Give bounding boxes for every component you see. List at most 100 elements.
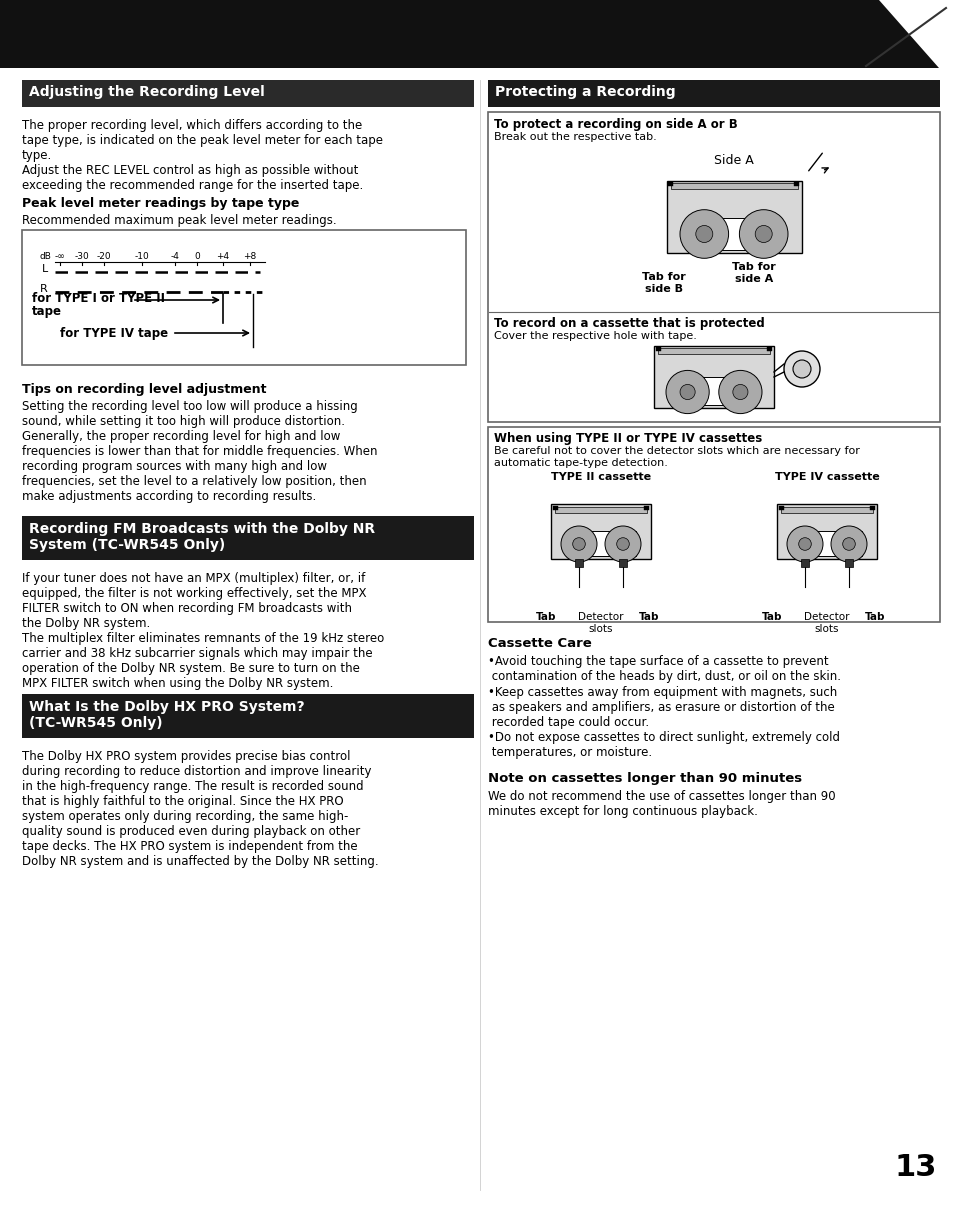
Text: Recording FM Broadcasts with the Dolby NR
System (TC-WR545 Only): Recording FM Broadcasts with the Dolby N… — [29, 522, 375, 553]
Text: If your tuner does not have an MPX (multiplex) filter, or, if
equipped, the filt: If your tuner does not have an MPX (mult… — [22, 572, 384, 690]
Bar — [0, 0, 953, 68]
Circle shape — [841, 538, 855, 550]
Text: What Is the Dolby HX PRO System?
(TC-WR545 Only): What Is the Dolby HX PRO System? (TC-WR5… — [29, 700, 304, 731]
Bar — [781, 507, 872, 513]
Text: Tab for
side A: Tab for side A — [731, 262, 775, 284]
Bar — [22, 80, 474, 107]
Text: Cassette Care: Cassette Care — [488, 637, 591, 650]
Bar — [670, 183, 797, 189]
Circle shape — [679, 384, 695, 399]
Circle shape — [792, 360, 810, 378]
Text: -30: -30 — [74, 252, 90, 262]
Circle shape — [616, 538, 629, 550]
Text: for TYPE I or TYPE II: for TYPE I or TYPE II — [32, 292, 165, 305]
Text: TYPE II cassette: TYPE II cassette — [551, 472, 650, 483]
Text: Recommended maximum peak level meter readings.: Recommended maximum peak level meter rea… — [22, 214, 336, 227]
Text: 13: 13 — [894, 1153, 937, 1183]
Text: +4: +4 — [216, 252, 230, 262]
Bar — [565, 532, 636, 556]
Circle shape — [679, 210, 728, 258]
Circle shape — [755, 226, 771, 242]
Bar — [553, 506, 558, 510]
Bar — [793, 182, 799, 185]
Bar — [776, 503, 876, 559]
Text: tape: tape — [32, 305, 62, 318]
Text: Cover the respective hole with tape.: Cover the respective hole with tape. — [494, 332, 696, 341]
Text: Tips on recording level adjustment: Tips on recording level adjustment — [22, 383, 266, 395]
Text: Tab for
side B: Tab for side B — [641, 271, 685, 293]
Bar — [22, 230, 465, 365]
Bar — [666, 181, 801, 253]
Text: -20: -20 — [96, 252, 112, 262]
Bar — [869, 506, 874, 510]
Text: •Do not expose cassettes to direct sunlight, extremely cold
 temperatures, or mo: •Do not expose cassettes to direct sunli… — [488, 731, 840, 759]
Text: -4: -4 — [171, 252, 179, 262]
Text: To record on a cassette that is protected: To record on a cassette that is protecte… — [494, 317, 764, 330]
Text: L: L — [42, 264, 48, 274]
Bar — [488, 112, 939, 422]
Text: Break out the respective tab.: Break out the respective tab. — [494, 131, 656, 142]
Circle shape — [695, 226, 712, 242]
Text: The proper recording level, which differs according to the
tape type, is indicat: The proper recording level, which differ… — [22, 119, 382, 192]
Text: Note on cassettes longer than 90 minutes: Note on cassettes longer than 90 minutes — [488, 772, 801, 785]
Text: The Dolby HX PRO system provides precise bias control
during recording to reduce: The Dolby HX PRO system provides precise… — [22, 750, 378, 868]
Bar — [643, 506, 648, 510]
Text: Detector
slots: Detector slots — [803, 612, 849, 634]
Circle shape — [739, 210, 787, 258]
Circle shape — [560, 526, 597, 562]
Bar — [801, 559, 808, 567]
Text: We do not recommend the use of cassettes longer than 90
minutes except for long : We do not recommend the use of cassettes… — [488, 790, 835, 818]
Text: R: R — [40, 284, 48, 293]
Bar — [555, 507, 646, 513]
Text: Peak level meter readings by tape type: Peak level meter readings by tape type — [22, 196, 299, 210]
Text: •Avoid touching the tape surface of a cassette to prevent
 contamination of the : •Avoid touching the tape surface of a ca… — [488, 655, 841, 683]
Circle shape — [665, 371, 708, 414]
Circle shape — [786, 526, 822, 562]
Text: for TYPE IV tape: for TYPE IV tape — [60, 327, 168, 340]
Bar — [686, 217, 781, 251]
Bar — [658, 348, 769, 354]
Text: To protect a recording on side A or B: To protect a recording on side A or B — [494, 118, 737, 131]
Text: When using TYPE II or TYPE IV cassettes: When using TYPE II or TYPE IV cassettes — [494, 432, 761, 445]
Bar — [551, 503, 650, 559]
Circle shape — [604, 526, 640, 562]
Polygon shape — [878, 0, 953, 85]
Text: Tab: Tab — [639, 612, 659, 623]
Text: -10: -10 — [134, 252, 150, 262]
Bar — [671, 377, 755, 405]
Text: +8: +8 — [243, 252, 256, 262]
Bar — [844, 559, 852, 567]
Text: Protecting a Recording: Protecting a Recording — [495, 85, 675, 99]
Bar — [656, 348, 660, 351]
Text: TYPE IV cassette: TYPE IV cassette — [774, 472, 879, 483]
Text: Be careful not to cover the detector slots which are necessary for
automatic tap: Be careful not to cover the detector slo… — [494, 446, 859, 468]
Bar — [654, 346, 773, 408]
Circle shape — [798, 538, 810, 550]
Text: 0: 0 — [193, 252, 200, 262]
Circle shape — [830, 526, 866, 562]
Text: Side A: Side A — [714, 154, 753, 167]
Bar — [791, 532, 862, 556]
Bar — [488, 427, 939, 623]
Text: Detector
slots: Detector slots — [578, 612, 623, 634]
Text: •Keep cassettes away from equipment with magnets, such
 as speakers and amplifie: •Keep cassettes away from equipment with… — [488, 686, 837, 729]
Bar — [667, 182, 672, 185]
Circle shape — [718, 371, 761, 414]
Circle shape — [572, 538, 585, 550]
Text: Tab: Tab — [863, 612, 884, 623]
Text: Setting the recording level too low will produce a hissing
sound, while setting : Setting the recording level too low will… — [22, 400, 377, 503]
Text: Tab: Tab — [760, 612, 781, 623]
Text: Adjusting the Recording Level: Adjusting the Recording Level — [29, 85, 265, 99]
Circle shape — [732, 384, 747, 399]
Bar — [488, 80, 939, 107]
Text: dB: dB — [40, 252, 51, 262]
Bar — [22, 694, 474, 738]
Circle shape — [783, 351, 820, 387]
Bar — [779, 506, 783, 510]
Bar — [22, 80, 474, 107]
Bar — [766, 348, 771, 351]
Text: -∞: -∞ — [54, 252, 66, 262]
Bar — [22, 516, 474, 560]
Bar — [575, 559, 582, 567]
Bar — [618, 559, 626, 567]
